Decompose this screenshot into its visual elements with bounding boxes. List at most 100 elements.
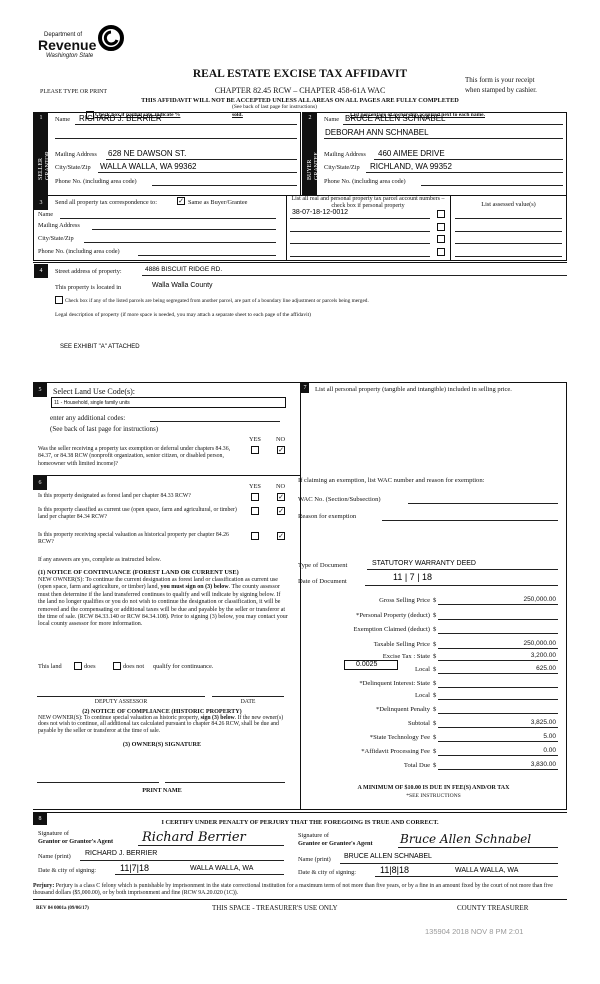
claiming-exemption-label: If claiming an exemption, list WAC numbe… [298,477,485,484]
assessed-value-line[interactable] [455,218,562,219]
tax-row-label: Exemption Claimed (deduct) [353,626,430,633]
grantee-name-label: Name (print) [298,856,331,863]
tax-row-value[interactable]: 5.00 [543,733,556,740]
land-use-label: Select Land Use Code(s): [53,387,135,396]
tax-row-label: Excise Tax : State [382,653,430,660]
buyer-side-label: BUYER GRANTEE [307,152,320,180]
sec5-yes-checkbox[interactable] [251,446,259,454]
reason-label: Reason for exemption [298,513,357,520]
notice1-bold: you must sign on (3) below [160,584,229,591]
parcel-line [290,243,430,244]
buyer-city[interactable]: RICHLAND, WA 99352 [370,162,452,171]
corr-name-label: Name [38,211,54,218]
tax-row-value[interactable]: 3,825.00 [530,719,556,726]
sec6-no-checkbox[interactable]: ✓ [277,532,285,540]
tax-row-value[interactable]: 250,000.00 [523,596,556,603]
tax-row-value[interactable]: 625.00 [536,665,556,672]
logo-text-department: Department of [44,32,83,38]
personal-property-checkbox[interactable] [437,210,445,218]
street-address[interactable]: 4886 BISCUIT RIDGE RD. [145,266,223,273]
partial-sale-checkbox[interactable] [86,111,94,119]
grantor-city[interactable]: WALLA WALLA, WA [190,865,254,872]
tax-row-value[interactable]: 0.00 [543,747,556,754]
please-type: PLEASE TYPE OR PRINT [40,89,108,95]
section-number-1: 1 [34,113,48,195]
tax-row-value[interactable]: 250,000.00 [523,640,556,647]
print-name-label: PRINT NAME [142,787,182,794]
additional-codes-label: enter any additional codes: [50,414,126,422]
grantee-sig-label-2: Grantee or Grantee's Agent [298,840,373,847]
local-rate-box[interactable]: 0.0025 [344,660,398,670]
seller-mail[interactable]: 628 NE DAWSON ST. [108,149,187,158]
seller-city[interactable]: WALLA WALLA, WA 99362 [100,162,197,171]
tax-row-line [438,727,558,728]
owner-signature-label: (3) OWNER(S) SIGNATURE [122,741,202,748]
dollar-sign: $ [433,692,437,699]
grantee-name[interactable]: BRUCE ALLEN SCHNABEL [344,853,432,860]
grantee-city[interactable]: WALLA WALLA, WA [455,867,519,874]
notice1-text: NEW OWNER(S): To continue the current de… [38,577,288,629]
tax-row-label: *Delinquent Interest: State [359,680,430,687]
tax-row-value[interactable]: 3,200.00 [530,652,556,659]
form-revision: REV 84 0001a (09/06/17) [36,906,89,911]
buyer-city-label: City/State/Zip [324,164,360,171]
sec6-no-checkbox[interactable]: ✓ [277,507,285,515]
sec6-no-checkbox[interactable]: ✓ [277,493,285,501]
personal-property-checkbox[interactable] [437,247,445,256]
tax-row-label: Subtotal [408,720,430,727]
assessed-value-line[interactable] [455,230,562,232]
buyer-name-2[interactable]: DEBORAH ANN SCHNABEL [325,128,429,137]
if-yes-note: If any answers are yes, complete as inst… [38,557,161,563]
type-document[interactable]: STATUTORY WARRANTY DEED [372,560,476,567]
grantee-signature[interactable]: Bruce Allen Schnabel [400,832,532,846]
date-document[interactable]: 11 | 7 | 18 [393,572,433,582]
buyer-name[interactable]: BRUCE ALLEN SCHNABEL [345,114,446,123]
same-as-buyer-checkbox[interactable]: ✓ [177,197,185,205]
section-number-6: 6 [33,476,47,490]
assessed-value-line[interactable] [455,255,562,257]
section-number-4: 4 [34,264,48,278]
assessed-value-line[interactable] [455,243,562,244]
county[interactable]: Walla Walla County [152,282,213,289]
section-number-5: 5 [33,383,47,397]
land-use-select[interactable]: 11 - Household, single family units [51,397,286,408]
dollar-sign: $ [433,734,437,741]
grantor-date[interactable]: 11|7|18 [120,863,150,873]
tax-row-label: Gross Selling Price [379,597,430,604]
sec5-no-checkbox[interactable]: ✓ [277,446,285,454]
buyer-mail[interactable]: 460 AIMEE DRIVE [378,149,445,158]
grantor-name[interactable]: RICHARD J. BERRIER [85,850,158,857]
perjury-notice: Perjury: Perjury is a class C felony whi… [33,883,567,900]
tax-row-line [438,633,558,634]
minimum-note: A MINIMUM OF $10.00 IS DUE IN FEE(S) AND… [357,785,510,791]
personal-property-checkbox[interactable] [437,222,445,231]
legal-label: Legal description of property (if more s… [55,312,311,318]
notice2-bold: sign (3) below [200,715,235,721]
grantor-signature[interactable]: Richard Berrier [142,830,246,845]
parcel-number[interactable]: 38-07-18-12-0012 [292,209,349,216]
segregate-checkbox[interactable] [55,296,63,304]
segregate-label: Check box if any of the listed parcels a… [65,298,369,304]
personal-property-checkbox[interactable] [437,235,445,243]
sec6-yes-checkbox[interactable] [251,507,259,515]
sec6-yes-checkbox[interactable] [251,493,259,501]
legal-description[interactable]: SEE EXHIBIT "A" ATTACHED [60,344,140,350]
does-not-checkbox[interactable] [113,662,121,670]
seller-name[interactable]: RICHARD J. BERRIER [79,114,162,123]
does-label: does [84,663,96,670]
tax-row-label: Local [414,692,430,699]
section-number-2: 2 [303,113,317,195]
parcel-line [290,218,430,219]
tax-row-line [438,755,558,756]
send-correspondence-label: Send all property tax correspondence to: [55,199,157,206]
receipt-stamp: 135904 2018 NOV 8 PM 2:01 [425,927,524,936]
located-label: This property is located in [55,284,122,291]
seller-city-label: City/State/Zip [55,164,91,171]
certify-statement: I CERTIFY UNDER PENALTY OF PERJURY THAT … [161,819,439,826]
grantor-sig-label-2: Grantor or Grantor's Agent [38,838,114,845]
logo-swoosh-icon [98,25,124,51]
tax-row-value[interactable]: 3,830.00 [530,761,556,768]
sec6-yes-checkbox[interactable] [251,532,259,540]
does-checkbox[interactable] [74,662,82,670]
grantee-date[interactable]: 11|8|18 [380,865,410,875]
